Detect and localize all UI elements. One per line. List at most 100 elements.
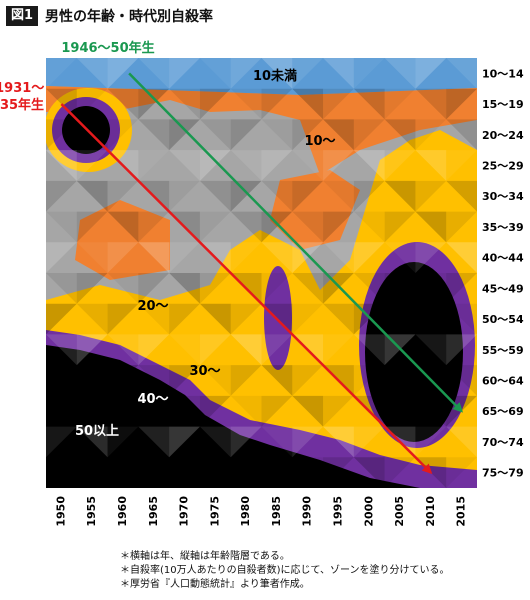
cell-facet (353, 150, 385, 181)
cell-facet (107, 273, 139, 304)
cell-facet (107, 395, 139, 427)
zone-50-plus (46, 345, 420, 488)
cohort-arrow-1946-50 (128, 72, 464, 413)
cell-facet (107, 334, 139, 366)
x-tick-label: 1980 (239, 496, 252, 527)
cell-facet (261, 395, 293, 427)
cell-facet (353, 242, 385, 273)
cell-facet (384, 88, 416, 120)
cell-facet (230, 150, 262, 181)
zone-10-upper (46, 86, 477, 175)
cell-facet (292, 58, 324, 89)
cell-facet (261, 365, 293, 396)
x-tick-label: 1955 (85, 496, 98, 527)
x-tick-label: 2000 (362, 496, 375, 527)
cell-facet (353, 365, 385, 396)
cell-facet (292, 180, 324, 212)
cell-facet (415, 150, 447, 181)
cell-facet (76, 426, 108, 458)
cell-facet (138, 119, 170, 151)
cohort-arrow-1931-35 (60, 103, 433, 475)
zone-label-10: 10～ (304, 134, 335, 149)
note-axes: ＊横軸は年、縦軸は年齢階層である。 (120, 551, 290, 562)
cell-facet (353, 426, 385, 458)
cell-facet (323, 334, 354, 366)
cell-facet (353, 119, 385, 151)
cell-facet (446, 150, 477, 181)
y-tick-label: 45～49 (482, 282, 524, 295)
y-tick-label: 40～44 (482, 252, 524, 265)
cell-facet (169, 150, 200, 181)
cell-facet (46, 303, 77, 335)
cell-facet (199, 365, 231, 396)
y-tick-label: 60～64 (482, 375, 524, 388)
x-tick-label: 2015 (455, 496, 468, 527)
zone-label-20: 20～ (137, 299, 168, 314)
cell-facet (169, 180, 200, 212)
cell-facet (169, 395, 200, 427)
cell-facet (261, 88, 293, 120)
cell-facet (292, 211, 324, 243)
cell-facet (415, 119, 447, 151)
cell-facet (46, 211, 77, 243)
cell-facet (199, 334, 231, 366)
cell-facet (415, 273, 447, 304)
cell-facet (384, 395, 416, 427)
cell-facet (230, 58, 262, 89)
cell-facet (76, 88, 108, 120)
cell-facet (199, 88, 231, 120)
cell-facet (446, 334, 477, 366)
zone-40-center (264, 266, 292, 370)
cell-facet (230, 119, 262, 151)
cell-facet (353, 211, 385, 243)
cell-facet (138, 273, 170, 304)
cell-facet (107, 180, 139, 212)
cell-facet (384, 211, 416, 243)
cell-facet (353, 88, 385, 120)
y-tick-label: 15～19 (482, 98, 524, 111)
cell-facet (199, 303, 231, 335)
cell-facet (384, 119, 416, 151)
cell-facet (138, 334, 170, 366)
cell-facet (384, 303, 416, 335)
cell-facet (46, 242, 77, 273)
cell-facet (446, 119, 477, 151)
zone-10-right (270, 170, 360, 250)
cell-facet (138, 457, 170, 488)
note-source: ＊厚労省『人口動態統計』より筆者作成。 (120, 579, 310, 590)
cell-facet (46, 180, 77, 212)
cell-facet (169, 119, 200, 151)
cell-facet (446, 303, 477, 335)
cell-facet (76, 150, 108, 181)
y-tick-label: 30～34 (482, 190, 524, 203)
cell-facet (446, 273, 477, 304)
cell-facet (230, 242, 262, 273)
cell-facet (107, 119, 139, 151)
cell-facet (323, 150, 354, 181)
cell-facet (230, 426, 262, 458)
cell-facet (323, 457, 354, 488)
x-tick-label: 2010 (424, 496, 437, 527)
y-tick-label: 65～69 (482, 405, 524, 418)
cell-facet (261, 334, 293, 366)
cell-facet (353, 334, 385, 366)
cell-facet (138, 395, 170, 427)
cell-facet (446, 180, 477, 212)
cell-facet (138, 426, 170, 458)
cell-facet (169, 242, 200, 273)
cell-facet (446, 88, 477, 120)
zone-labels: 10未満 10～ 20～ 30～ 40～ 50以上 (75, 68, 336, 439)
zone-10-mid (75, 200, 170, 280)
cell-facet (76, 58, 108, 89)
y-tick-label: 20～24 (482, 129, 524, 142)
cell-facet (138, 58, 170, 89)
cell-facet (138, 88, 170, 120)
cell-facet (415, 88, 447, 120)
cell-facet (46, 334, 77, 366)
y-tick-label: 25～29 (482, 160, 524, 173)
cell-facet (292, 426, 324, 458)
cell-facet (323, 180, 354, 212)
cell-facet (138, 150, 170, 181)
cell-facet (169, 303, 200, 335)
cell-facet (446, 457, 477, 488)
